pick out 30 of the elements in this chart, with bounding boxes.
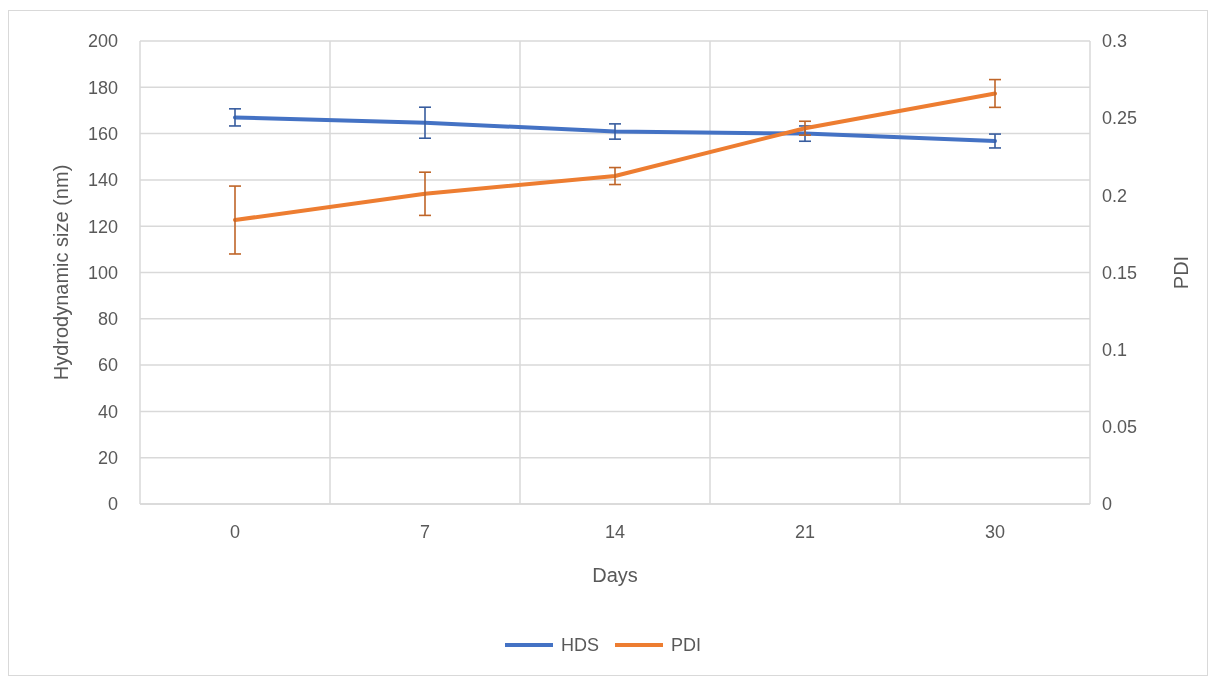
y2-tick-label: 0.1 [1102, 339, 1128, 360]
legend-label: HDS [561, 635, 600, 656]
y-tick-label: 40 [97, 401, 118, 422]
x-tick-label: 0 [229, 522, 241, 542]
legend-label: PDI [671, 635, 702, 656]
y2-tick-label: 0.2 [1102, 185, 1128, 206]
y2-tick-label: 0.05 [1102, 417, 1138, 438]
y-tick-label: 100 [87, 262, 118, 283]
line-series [233, 115, 997, 144]
y-axis-title: Hydrodynamic size (nm) [50, 164, 72, 381]
y-tick-label: 160 [87, 123, 118, 144]
y2-tick-label: 0.25 [1102, 108, 1138, 129]
y-tick-label: 20 [97, 448, 118, 468]
y-tick-label: 0 [107, 494, 118, 515]
y2-tick-label: 0 [1102, 494, 1113, 515]
x-tick-label: 21 [794, 522, 816, 542]
y2-tick-label: 0.3 [1102, 31, 1128, 52]
y2-tick-label: 0.15 [1102, 262, 1138, 283]
y2-axis-title: PDI [1170, 255, 1192, 290]
x-tick-label: 14 [604, 522, 626, 542]
y-tick-label: 140 [87, 170, 118, 191]
x-tick-label: 7 [419, 522, 431, 542]
x-tick-label: 30 [984, 522, 1006, 542]
y-tick-label: 180 [87, 77, 118, 98]
y-tick-label: 60 [97, 355, 118, 376]
y-tick-label: 120 [87, 216, 118, 237]
line-series [233, 91, 997, 223]
x-axis-title: Days [592, 564, 638, 586]
y-tick-label: 200 [87, 31, 118, 52]
y-tick-label: 80 [97, 309, 118, 330]
